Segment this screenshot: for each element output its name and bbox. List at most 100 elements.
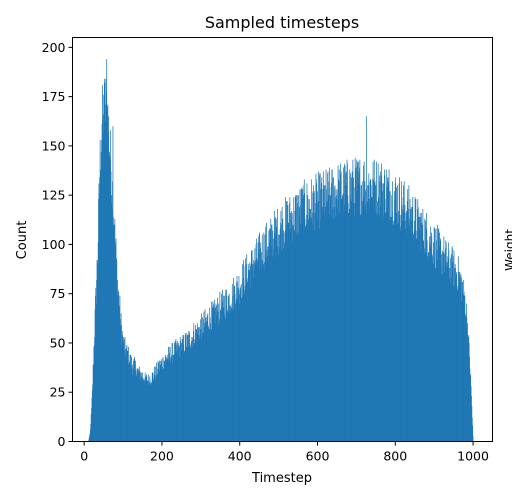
histogram-bar (254, 248, 256, 442)
x-tick-label: 200 (150, 449, 174, 464)
histogram-bar (462, 281, 463, 442)
histogram-bar (431, 236, 433, 442)
x-axis: 0 200 400 600 800 1000 (80, 441, 489, 464)
histogram-bar (147, 380, 148, 442)
histogram-bar (298, 232, 300, 442)
histogram-bar (359, 159, 361, 442)
histogram-bar (168, 346, 170, 442)
histogram-bar (294, 197, 296, 442)
histogram-bar (361, 181, 363, 442)
histogram-bar (295, 195, 297, 442)
histogram-bar (164, 362, 166, 442)
histogram-bar (235, 303, 237, 442)
histogram-bar (322, 210, 324, 442)
histogram-bar (453, 256, 454, 442)
histogram-bar (255, 244, 257, 442)
x-tick-label: 400 (228, 449, 252, 464)
histogram-bar (174, 340, 176, 442)
histogram-bar (299, 189, 301, 442)
histogram-bar (135, 360, 136, 442)
histogram-bar (431, 232, 432, 442)
histogram-bar (198, 327, 199, 442)
histogram-bar (151, 382, 152, 442)
histogram-bar (342, 195, 343, 442)
histogram-bar (256, 262, 258, 442)
histogram-bar (188, 331, 190, 442)
histogram-bar (368, 181, 370, 442)
histogram-bar (454, 285, 455, 442)
histogram-bar (394, 191, 395, 442)
histogram-bar (284, 242, 286, 442)
histogram-bar (128, 364, 130, 442)
histogram-bar (309, 208, 311, 442)
histogram-bar (428, 252, 430, 442)
histogram-bar (341, 199, 342, 442)
histogram-bar (332, 177, 334, 442)
histogram-bar (419, 228, 421, 442)
histogram-bar (365, 205, 367, 442)
histogram-bar (410, 230, 411, 442)
histogram-bar (233, 309, 235, 442)
histogram-bar (386, 187, 388, 442)
histogram-bar (308, 199, 310, 442)
histogram-bar (219, 291, 221, 442)
histogram-bar (210, 323, 211, 442)
histogram-bar (110, 171, 112, 442)
histogram-bar (377, 201, 378, 442)
histogram-bar (378, 216, 379, 442)
histogram-bar (371, 197, 372, 442)
histogram-bar (131, 356, 132, 442)
histogram-bar (336, 199, 338, 442)
histogram-bar (449, 268, 451, 442)
histogram-bar (217, 311, 219, 442)
y-axis-label: Count (15, 221, 30, 260)
histogram-bar (265, 226, 267, 442)
histogram-bar (405, 220, 406, 442)
histogram-bar (231, 309, 232, 442)
histogram-bar (385, 169, 387, 442)
histogram-bar (254, 262, 255, 442)
histogram-bar (99, 177, 101, 442)
histogram-bar (293, 226, 294, 442)
histogram-bar (460, 281, 461, 442)
histogram-bar (108, 116, 110, 442)
histogram-bar (444, 254, 446, 442)
histogram-bar (331, 169, 333, 442)
histogram-bar (126, 344, 128, 442)
histogram-bar (182, 344, 184, 442)
histogram-bar (118, 291, 120, 442)
histogram-bar (203, 311, 205, 442)
histogram-bar (226, 289, 227, 442)
histogram-bar (365, 189, 367, 442)
histogram-bar (235, 307, 236, 442)
histogram-bar (382, 191, 383, 442)
histogram-bar (393, 220, 395, 442)
histogram-bar (179, 337, 181, 442)
histogram-bar (301, 199, 303, 442)
histogram-bar (93, 364, 94, 442)
histogram-bar (468, 342, 470, 442)
histogram-bar (440, 273, 442, 442)
histogram-bar (366, 116, 367, 442)
histogram-bar (132, 368, 134, 442)
histogram-bar (429, 246, 431, 442)
histogram-bar (171, 342, 173, 442)
histogram-bar (251, 250, 253, 442)
histogram-bar (396, 224, 398, 442)
histogram-bar (434, 258, 435, 442)
histogram-bar (388, 169, 390, 442)
histogram-bar (397, 218, 399, 442)
histogram-bar (387, 177, 388, 442)
histogram-bar (102, 94, 104, 442)
histogram-bar (160, 360, 162, 442)
histogram-bar (342, 197, 344, 442)
histogram-bar (373, 179, 375, 442)
histogram-bar (100, 169, 102, 442)
histogram-bar (129, 360, 131, 442)
histogram-bar (302, 189, 304, 442)
histogram-bar (204, 323, 206, 442)
histogram-bar (373, 159, 375, 442)
histogram-bar (130, 368, 132, 442)
histogram-bar (244, 289, 245, 442)
histogram-bar (454, 264, 456, 442)
